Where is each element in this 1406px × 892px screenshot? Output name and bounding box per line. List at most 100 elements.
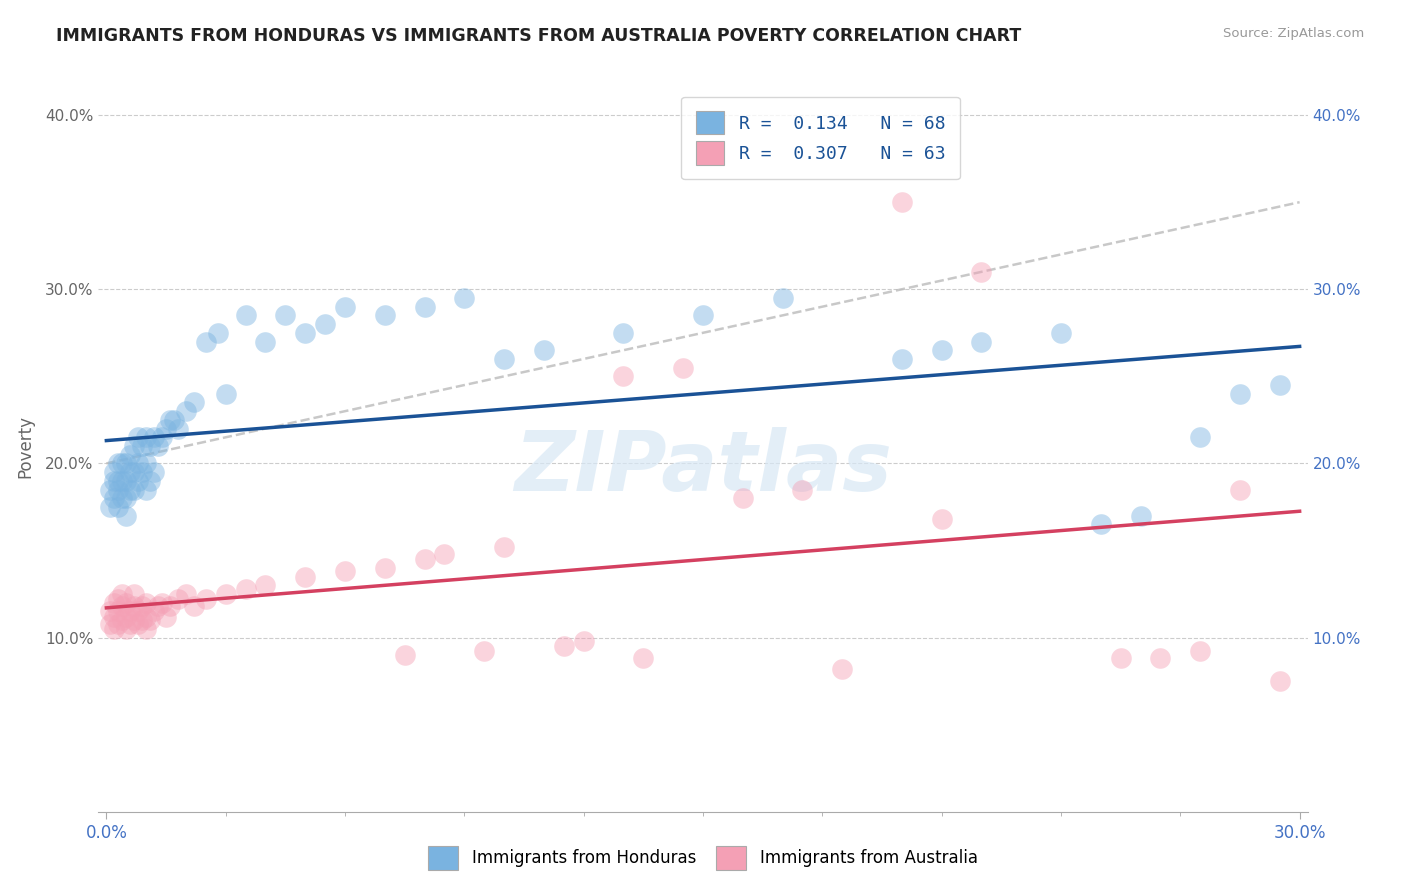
Point	[127, 604, 149, 618]
Point	[692, 309, 714, 323]
Point	[167, 592, 190, 607]
Point	[294, 569, 316, 583]
Point	[98, 604, 121, 618]
Point	[107, 483, 129, 497]
Point	[122, 613, 145, 627]
Point	[115, 457, 138, 471]
Point	[122, 599, 145, 614]
Point	[127, 457, 149, 471]
Point	[103, 474, 125, 488]
Point	[1189, 430, 1212, 444]
Point	[931, 512, 953, 526]
Point	[115, 474, 138, 488]
Point	[890, 195, 912, 210]
Point	[155, 421, 177, 435]
Text: Source: ZipAtlas.com: Source: ZipAtlas.com	[1223, 27, 1364, 40]
Point	[135, 596, 157, 610]
Point	[103, 491, 125, 506]
Point	[1050, 326, 1073, 340]
Point	[1229, 386, 1251, 401]
Point	[183, 599, 205, 614]
Point	[122, 587, 145, 601]
Point	[111, 599, 134, 614]
Point	[120, 604, 142, 618]
Point	[111, 474, 134, 488]
Point	[174, 404, 197, 418]
Y-axis label: Poverty: Poverty	[15, 415, 34, 477]
Text: IMMIGRANTS FROM HONDURAS VS IMMIGRANTS FROM AUSTRALIA POVERTY CORRELATION CHART: IMMIGRANTS FROM HONDURAS VS IMMIGRANTS F…	[56, 27, 1022, 45]
Point	[111, 613, 134, 627]
Point	[103, 465, 125, 479]
Point	[98, 483, 121, 497]
Point	[235, 582, 257, 596]
Point	[772, 291, 794, 305]
Point	[183, 395, 205, 409]
Point	[433, 547, 456, 561]
Point	[139, 439, 162, 453]
Point	[115, 596, 138, 610]
Point	[163, 413, 186, 427]
Point	[553, 640, 575, 654]
Point	[472, 644, 495, 658]
Point	[333, 565, 356, 579]
Point	[215, 587, 238, 601]
Point	[254, 334, 277, 349]
Point	[111, 457, 134, 471]
Point	[107, 616, 129, 631]
Point	[150, 596, 173, 610]
Point	[98, 616, 121, 631]
Point	[374, 309, 396, 323]
Point	[107, 500, 129, 514]
Point	[127, 430, 149, 444]
Point	[572, 634, 595, 648]
Point	[131, 465, 153, 479]
Text: ZIPatlas: ZIPatlas	[515, 427, 891, 508]
Point	[135, 430, 157, 444]
Point	[115, 609, 138, 624]
Point	[970, 265, 993, 279]
Point	[1268, 674, 1291, 689]
Point	[120, 448, 142, 462]
Point	[494, 351, 516, 366]
Point	[970, 334, 993, 349]
Point	[120, 465, 142, 479]
Point	[1149, 651, 1171, 665]
Point	[131, 613, 153, 627]
Point	[146, 599, 169, 614]
Point	[207, 326, 229, 340]
Point	[314, 317, 336, 331]
Point	[194, 592, 217, 607]
Point	[1189, 644, 1212, 658]
Point	[155, 609, 177, 624]
Point	[120, 616, 142, 631]
Point	[1090, 517, 1112, 532]
Point	[254, 578, 277, 592]
Point	[131, 599, 153, 614]
Point	[107, 604, 129, 618]
Point	[333, 300, 356, 314]
Point	[103, 596, 125, 610]
Point	[111, 491, 134, 506]
Point	[98, 500, 121, 514]
Point	[107, 457, 129, 471]
Point	[139, 613, 162, 627]
Point	[413, 552, 436, 566]
Point	[150, 430, 173, 444]
Point	[127, 616, 149, 631]
Point	[931, 343, 953, 358]
Point	[167, 421, 190, 435]
Point	[413, 300, 436, 314]
Point	[127, 474, 149, 488]
Point	[453, 291, 475, 305]
Point	[131, 439, 153, 453]
Point	[103, 609, 125, 624]
Point	[103, 622, 125, 636]
Point	[174, 587, 197, 601]
Point	[135, 609, 157, 624]
Point	[122, 483, 145, 497]
Point	[159, 413, 181, 427]
Point	[143, 465, 166, 479]
Point	[135, 457, 157, 471]
Point	[122, 439, 145, 453]
Point	[146, 439, 169, 453]
